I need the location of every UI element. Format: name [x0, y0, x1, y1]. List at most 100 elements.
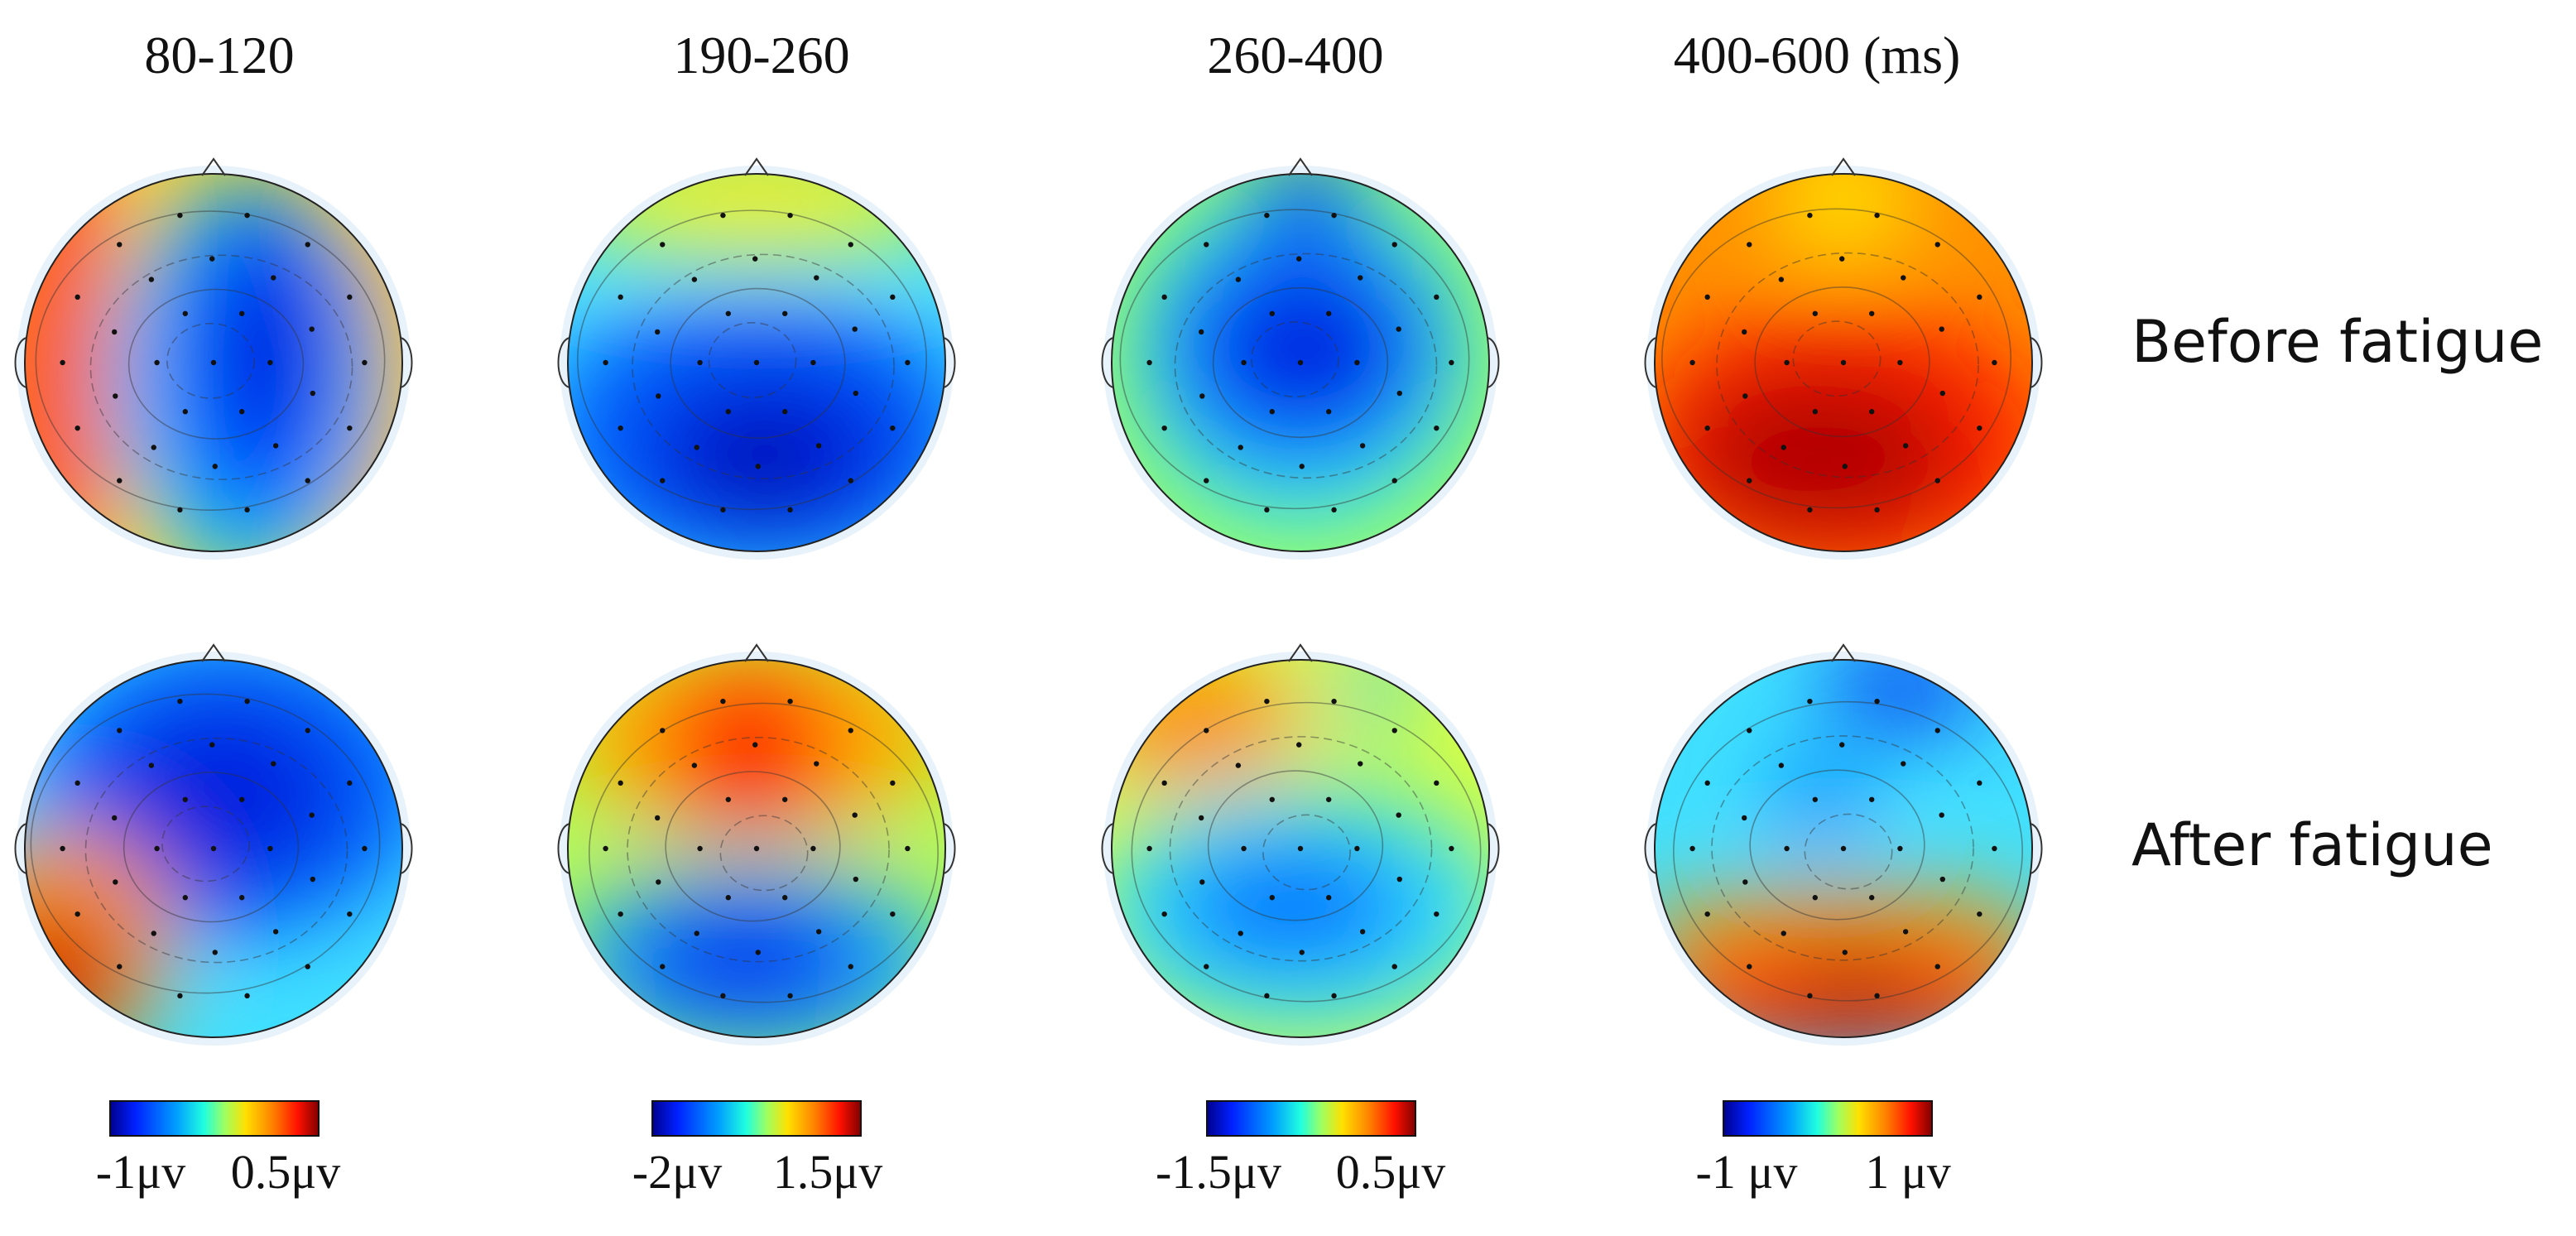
contour-line: [1207, 770, 1384, 921]
electrode-dot: [618, 780, 623, 786]
electrode-dot: [1742, 329, 1747, 335]
column-title-190-260: 190-260: [673, 26, 850, 84]
electrode-dot: [852, 326, 858, 332]
electrode-dot: [603, 359, 608, 366]
contour-line: [1262, 814, 1351, 891]
electrode-dot: [1842, 464, 1848, 469]
electrode-dot: [1331, 698, 1337, 705]
nose-outline: [201, 157, 226, 176]
electrode-dot: [112, 815, 118, 821]
electrode-dot: [182, 796, 188, 802]
colorbar-260-400: [1206, 1100, 1416, 1137]
electrode-dot: [1869, 409, 1875, 415]
electrode-dot: [810, 845, 816, 852]
electrode-dot: [1807, 698, 1813, 705]
electrode-dot: [1235, 762, 1242, 768]
electrode-dot: [890, 780, 896, 786]
electrode-dot: [210, 845, 217, 852]
electrode-dot: [1269, 796, 1276, 802]
electrode-dot: [1897, 359, 1903, 366]
electrode-dot: [1934, 964, 1940, 969]
colorbar-max-label-400-600: 1 μv: [1865, 1145, 1951, 1199]
electrode-dot: [1902, 443, 1909, 449]
electrode-dot: [1784, 845, 1790, 852]
electrode-dot: [815, 929, 822, 935]
electrode-dot: [655, 815, 661, 821]
electrode-dot: [1269, 895, 1276, 901]
electrode-dot: [1839, 256, 1845, 262]
electrode-dot: [810, 359, 816, 366]
right-ear-outline: [1487, 337, 1500, 388]
electrode-dot: [1897, 845, 1903, 852]
electrode-dot: [1839, 742, 1845, 748]
electrode-dot: [1449, 359, 1454, 366]
electrode-dot: [1264, 212, 1270, 219]
contour-line: [1711, 735, 1974, 961]
colorbar-min-label-190-260: -2μv: [632, 1145, 723, 1199]
electrode-dot: [1742, 815, 1747, 821]
electrode-dot: [1264, 507, 1270, 513]
nose-outline: [201, 643, 226, 662]
electrode-dot: [1807, 212, 1813, 219]
electrode-dot: [1297, 845, 1304, 852]
contour-line: [670, 287, 846, 439]
electrode-dot: [1326, 895, 1332, 901]
contour-line: [589, 702, 939, 1003]
contour-line: [577, 209, 927, 511]
electrode-dot: [272, 929, 279, 935]
electrode-dot: [362, 845, 368, 852]
contour-line: [127, 288, 305, 440]
contour-line: [632, 253, 895, 480]
electrode-dot: [720, 993, 726, 999]
contour-line: [1754, 286, 1930, 438]
electrode-dot: [1939, 812, 1944, 818]
electrode-dot: [1977, 911, 1982, 917]
electrode-dot: [1807, 507, 1813, 513]
contour-line: [166, 322, 255, 399]
electrode-dot: [1934, 478, 1940, 483]
electrode-dot: [1296, 256, 1302, 262]
electrode-dot: [1204, 478, 1209, 483]
electrode-dot: [890, 294, 896, 301]
electrode-dot: [1977, 294, 1982, 301]
left-ear-outline: [1644, 823, 1657, 874]
electrode-dot: [239, 895, 245, 901]
electrode-dot: [1778, 762, 1785, 768]
contour-line: [1212, 286, 1389, 439]
electrode-dot: [720, 698, 726, 705]
column-title-260-400: 260-400: [1207, 26, 1384, 84]
electrode-dot: [305, 964, 310, 969]
electrode-dot: [697, 845, 703, 852]
electrode-dot: [1235, 277, 1242, 282]
electrode-dot: [347, 780, 353, 786]
electrode-dot: [905, 359, 911, 366]
electrode-dot: [782, 310, 788, 316]
electrode-dot: [347, 294, 353, 301]
electrode-dot: [656, 879, 661, 885]
colorbar-190-260: [651, 1100, 862, 1137]
electrode-dot: [787, 212, 793, 219]
colorbar-min-label-80-120: -1μv: [95, 1145, 186, 1199]
electrode-dot: [347, 425, 353, 431]
electrode-dot: [148, 762, 155, 768]
electrode-dot: [310, 390, 315, 397]
electrode-dot: [660, 242, 666, 248]
electrode-dot: [117, 964, 123, 969]
electrode-dot: [1939, 326, 1944, 332]
electrode-dot: [1391, 728, 1397, 733]
electrode-dot: [848, 478, 853, 483]
electrode-dot: [753, 359, 760, 366]
contour-line: [665, 771, 841, 922]
electrode-dot: [725, 796, 731, 802]
electrode-dot: [905, 845, 911, 852]
colorbar-max-label-80-120: 0.5μv: [230, 1145, 341, 1199]
electrode-dot: [618, 911, 623, 917]
electrode-dot: [1331, 212, 1337, 219]
nose-outline: [1831, 157, 1856, 176]
electrode-dot: [697, 359, 703, 366]
right-ear-outline: [400, 337, 413, 388]
electrode-dot: [244, 993, 250, 999]
row-label-after-fatigue: After fatigue: [2131, 811, 2493, 879]
left-ear-outline: [1101, 823, 1114, 874]
electrode-dot: [244, 698, 250, 705]
